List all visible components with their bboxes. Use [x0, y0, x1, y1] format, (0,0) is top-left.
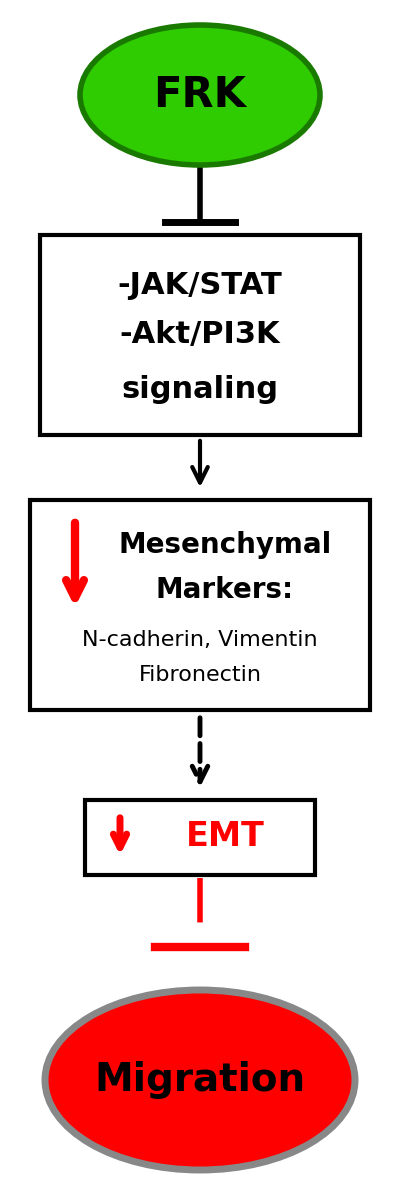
Text: -Akt/PI3K: -Akt/PI3K: [120, 320, 280, 349]
Ellipse shape: [80, 25, 320, 165]
Text: Migration: Migration: [94, 1061, 306, 1099]
Text: signaling: signaling: [122, 375, 278, 404]
Text: Markers:: Markers:: [156, 576, 294, 604]
Text: Fibronectin: Fibronectin: [138, 665, 262, 685]
Text: Mesenchymal: Mesenchymal: [118, 531, 332, 559]
Text: -JAK/STAT: -JAK/STAT: [118, 271, 282, 300]
Bar: [30, 500, 370, 710]
Bar: [85, 800, 315, 875]
Text: FRK: FRK: [154, 74, 246, 116]
Text: EMT: EMT: [186, 820, 264, 854]
Ellipse shape: [45, 990, 355, 1170]
Bar: [40, 235, 360, 435]
Text: N-cadherin, Vimentin: N-cadherin, Vimentin: [82, 629, 318, 650]
